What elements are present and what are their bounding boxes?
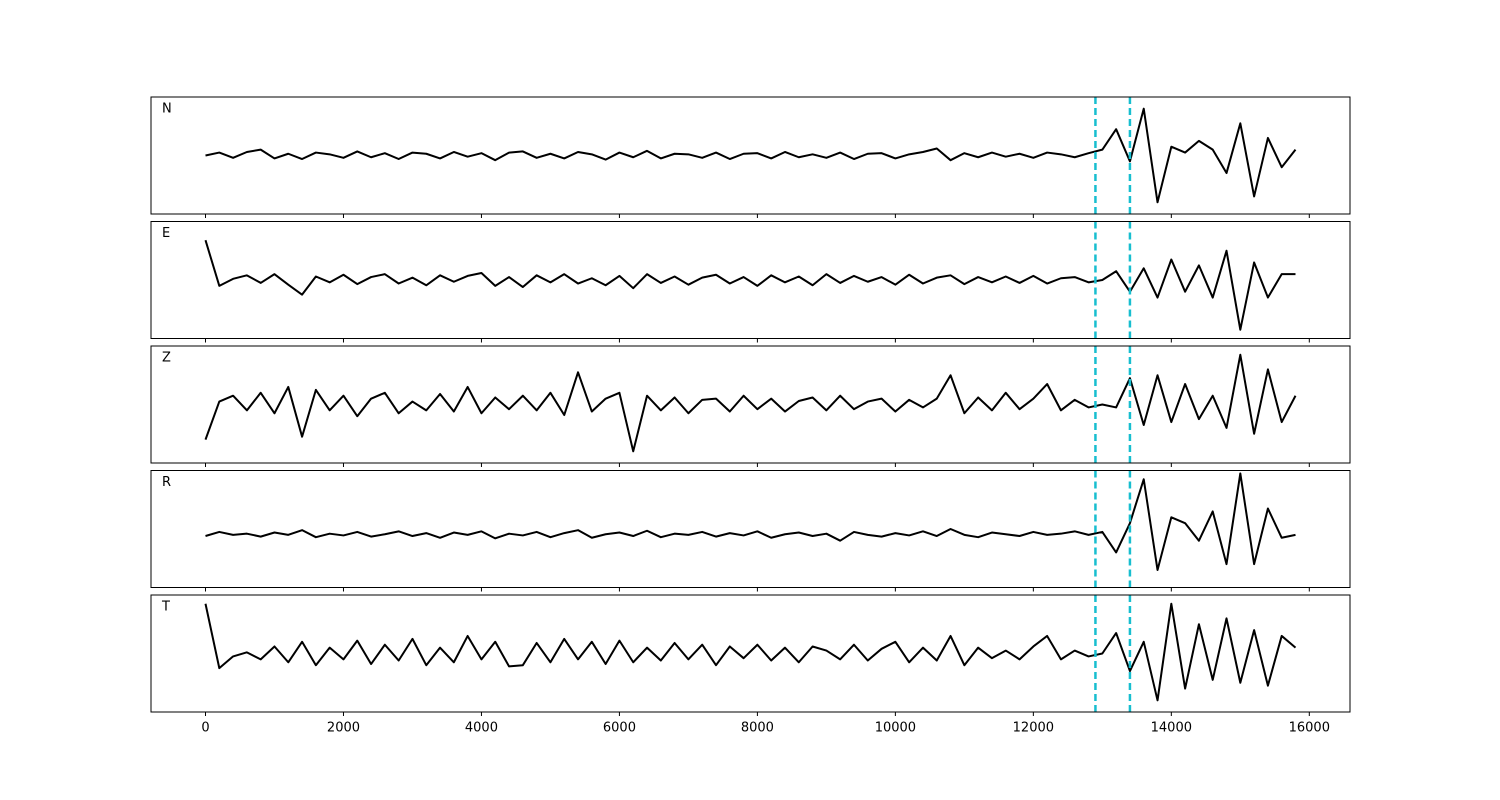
x-tick-label: 0 xyxy=(201,721,209,736)
panel-frame xyxy=(150,345,1351,464)
panel-label: N xyxy=(162,102,172,117)
trace xyxy=(205,107,1297,204)
trace xyxy=(204,239,1296,331)
panel-frame xyxy=(150,470,1351,588)
x-tick-label: 2000 xyxy=(327,721,360,736)
panel-label: T xyxy=(161,600,170,615)
panel-label: E xyxy=(162,226,170,241)
trace xyxy=(204,353,1297,453)
panel-label: R xyxy=(162,475,171,490)
x-tick-label: 16000 xyxy=(1289,721,1330,736)
x-tick-label: 4000 xyxy=(465,721,498,736)
x-tick-label: 8000 xyxy=(741,721,774,736)
trace xyxy=(204,602,1297,702)
x-tick-label: 14000 xyxy=(1151,721,1192,736)
x-tick-label: 6000 xyxy=(603,721,636,736)
panel-label: Z xyxy=(162,351,171,366)
panel-frame xyxy=(150,594,1351,713)
panel-frame xyxy=(150,96,1351,215)
x-tick-label: 12000 xyxy=(1013,721,1054,736)
trace xyxy=(205,472,1296,571)
x-tick-label: 10000 xyxy=(875,721,916,736)
panel-frame xyxy=(150,221,1351,339)
